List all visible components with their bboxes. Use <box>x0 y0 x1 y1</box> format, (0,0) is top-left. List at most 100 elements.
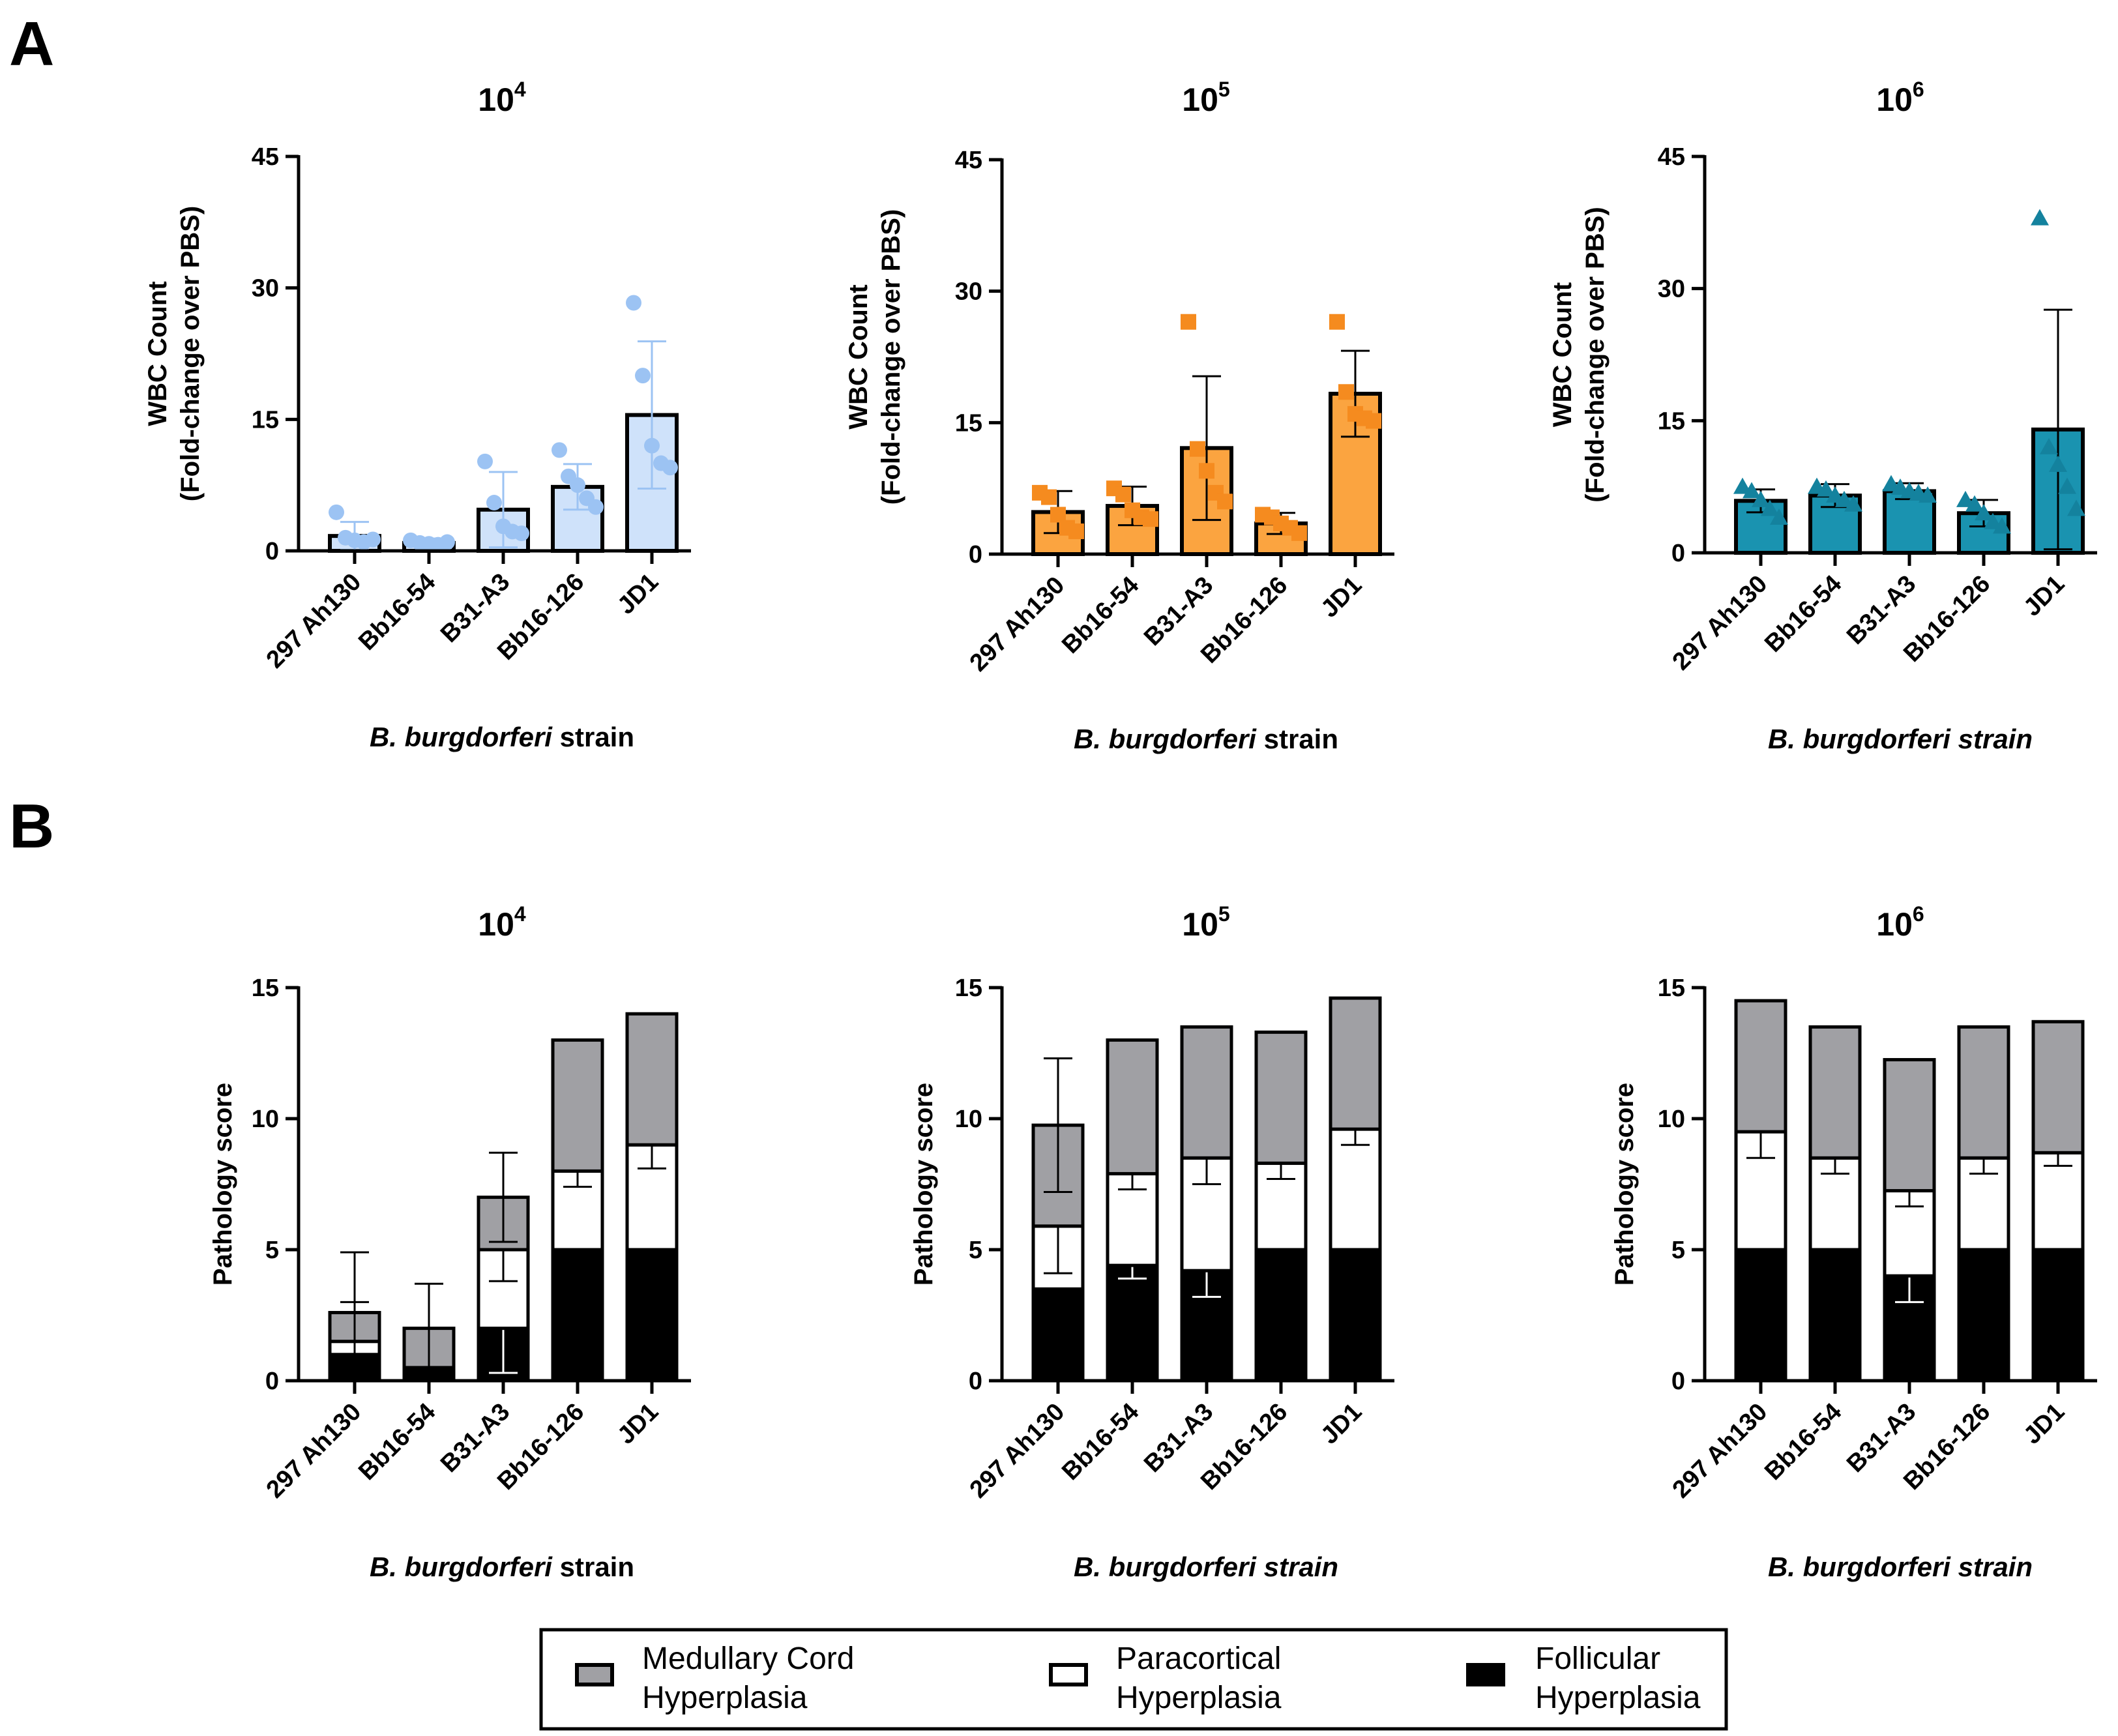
bar-segment-paracortical-hyperplasia-297-ah130 <box>1734 1130 1787 1252</box>
data-point-297-ah130-3 <box>1752 490 1770 507</box>
data-point-bb16-54-2 <box>1115 486 1131 503</box>
y-tick-label-10: 10 <box>252 1106 279 1133</box>
chart-wbc-10-4: 104 WBC Count (Fold-change over PBS) B. bur… <box>143 78 691 752</box>
bar-segment-follicular-hyperplasia-297-ah130 <box>1734 1248 1787 1383</box>
bar-segment-medullary-cord-hyperplasia-bb16-126 <box>551 1038 604 1173</box>
data-point-bb16-126-3 <box>570 477 585 493</box>
bar-segment-follicular-hyperplasia-bb16-54 <box>1106 1263 1159 1383</box>
data-point-297-ah130-2 <box>1743 482 1761 499</box>
legend-swatch-medullary <box>575 1663 614 1686</box>
x-tick-label-bb16-54: Bb16-54 <box>1057 1398 1144 1486</box>
x-tick-label-jd1: JD1 <box>2018 1398 2070 1450</box>
data-point-b31-a3-1 <box>1181 314 1196 330</box>
chart-title-exponent: 4 <box>514 902 526 926</box>
x-tick-label-jd1: JD1 <box>1316 1398 1367 1450</box>
data-point-b31-a3-2 <box>486 495 502 511</box>
y-tick-label-0: 0 <box>1671 1368 1685 1395</box>
data-point-bb16-126-4 <box>1984 512 2002 529</box>
data-point-297-ah130-5 <box>1068 523 1084 540</box>
data-point-jd1-3 <box>2049 455 2067 472</box>
data-point-b31-a3-3 <box>1199 463 1214 479</box>
data-point-297-ah130-2 <box>1041 489 1057 505</box>
x-tick-label-297-ah130: 297 Ah130 <box>965 1398 1070 1504</box>
data-point-297-ah130-5 <box>365 531 381 548</box>
y-axis-label-line-1: Pathology score <box>1610 1083 1639 1286</box>
data-point-297-ah130-5 <box>1770 508 1788 525</box>
chart-title: 104 <box>478 902 526 943</box>
y-tick-label-15: 15 <box>955 409 982 437</box>
data-point-jd1-5 <box>662 460 678 476</box>
data-point-jd1-4 <box>2058 477 2076 494</box>
bar-segment-paracortical-hyperplasia-jd1 <box>2031 1151 2085 1252</box>
data-point-297-ah130-1 <box>1733 477 1752 494</box>
y-tick-label-30: 30 <box>252 275 279 302</box>
bar-segment-medullary-cord-hyperplasia-jd1 <box>2031 1020 2085 1155</box>
y-tick-label-0: 0 <box>265 538 279 565</box>
x-tick-label-297-ah130: 297 Ah130 <box>965 572 1070 677</box>
y-axis-label-line-1: Pathology score <box>209 1083 237 1286</box>
x-tick-label-bb16-54: Bb16-54 <box>353 568 441 656</box>
chart-title: 106 <box>1876 902 1924 943</box>
data-point-bb16-126-5 <box>1993 517 2011 534</box>
legend-swatch-follicular <box>1466 1663 1505 1686</box>
x-axis-label-italic: B. burgdorferi strain <box>1768 1552 2033 1582</box>
legend-label-follicular-line1: Follicular <box>1535 1641 1660 1676</box>
chart-pathology-10-6: 106 Pathology score B. burgdorferi strain 0… <box>1610 902 2097 1582</box>
legend-label-follicular-line2: Hyperplasia <box>1535 1681 1701 1715</box>
y-axis-label-line-2: (Fold-change over PBS) <box>877 209 905 505</box>
legend-frame <box>539 1628 1728 1731</box>
bar-segment-medullary-cord-hyperplasia-bb16-54 <box>1106 1038 1159 1175</box>
x-tick-label-bb16-54: Bb16-54 <box>1759 1398 1847 1486</box>
y-axis-label: WBC Count (Fold-change over PBS) <box>844 209 905 505</box>
x-axis-label: B. burgdorferi strain <box>1074 1552 1338 1582</box>
x-tick-label-jd1: JD1 <box>2018 570 2070 622</box>
data-point-b31-a3-5 <box>1919 486 1937 503</box>
chart-title: 105 <box>1182 902 1229 943</box>
y-axis-label-line-2: (Fold-change over PBS) <box>176 206 205 501</box>
data-point-jd1-1 <box>2031 209 2049 226</box>
x-axis-label-italic: B. burgdorferi strain <box>1074 1552 1338 1582</box>
data-point-jd1-3 <box>644 437 660 454</box>
data-point-bb16-54-5 <box>439 534 455 550</box>
x-axis-label-italic: B. burgdorferi strain <box>1768 724 2033 754</box>
chart-title: 105 <box>1182 78 1229 118</box>
y-axis-label-line-1: WBC Count <box>844 284 873 429</box>
y-tick-label-15: 15 <box>252 975 279 1002</box>
bar-segment-follicular-hyperplasia-297-ah130 <box>1031 1287 1085 1383</box>
y-axis-label: WBC Count (Fold-change over PBS) <box>1548 207 1610 502</box>
x-axis-label: B. burgdorferi strain <box>370 722 634 752</box>
bar-segment-medullary-cord-hyperplasia-jd1 <box>1329 996 1382 1131</box>
y-axis-label-line-2: (Fold-change over PBS) <box>1581 207 1610 502</box>
y-tick-label-0: 0 <box>1671 540 1685 567</box>
bar-segment-medullary-cord-hyperplasia-b31-a3 <box>1883 1058 1936 1193</box>
data-point-bb16-54-3 <box>1826 486 1844 503</box>
y-tick-label-5: 5 <box>1671 1237 1685 1264</box>
bar-segment-medullary-cord-hyperplasia-jd1 <box>625 1012 679 1147</box>
y-axis-label: Pathology score <box>909 1083 938 1286</box>
y-tick-label-15: 15 <box>252 406 279 434</box>
chart-title-exponent: 5 <box>1218 78 1230 101</box>
x-tick-label-297-ah130: 297 Ah130 <box>261 1398 367 1504</box>
y-axis-label-line-1: WBC Count <box>1548 282 1577 427</box>
chart-wbc-10-6: 106 WBC Count (Fold-change over PBS) B. bur… <box>1548 78 2097 754</box>
data-point-bb16-126-5 <box>588 499 604 515</box>
bar-segment-medullary-cord-hyperplasia-297-ah130 <box>1734 999 1787 1134</box>
bar-segment-paracortical-hyperplasia-jd1 <box>1329 1127 1382 1252</box>
chart-title-base: 10 <box>478 81 514 118</box>
x-axis-label: B. burgdorferi strain <box>1768 724 2033 754</box>
y-tick-label-45: 45 <box>1658 143 1685 171</box>
chart-title: 106 <box>1876 78 1924 118</box>
bar-segment-medullary-cord-hyperplasia-bb16-54 <box>1808 1025 1862 1160</box>
bar-segment-follicular-hyperplasia-jd1 <box>2031 1248 2085 1383</box>
legend-label-paracortical-line1: Paracortical <box>1116 1641 1281 1676</box>
chart-title-base: 10 <box>1182 906 1218 943</box>
legend: Medullary Cord Hyperplasia Paracortical … <box>539 1628 1728 1731</box>
y-axis-label-line-1: Pathology score <box>909 1083 938 1286</box>
legend-swatch-paracortical <box>1049 1663 1088 1686</box>
x-axis-label-rest: strain <box>552 1552 634 1582</box>
x-axis-label-rest: strain <box>552 722 634 752</box>
bar-segment-follicular-hyperplasia-bb16-126 <box>551 1248 604 1383</box>
data-point-bb16-126-1 <box>1956 490 1975 507</box>
